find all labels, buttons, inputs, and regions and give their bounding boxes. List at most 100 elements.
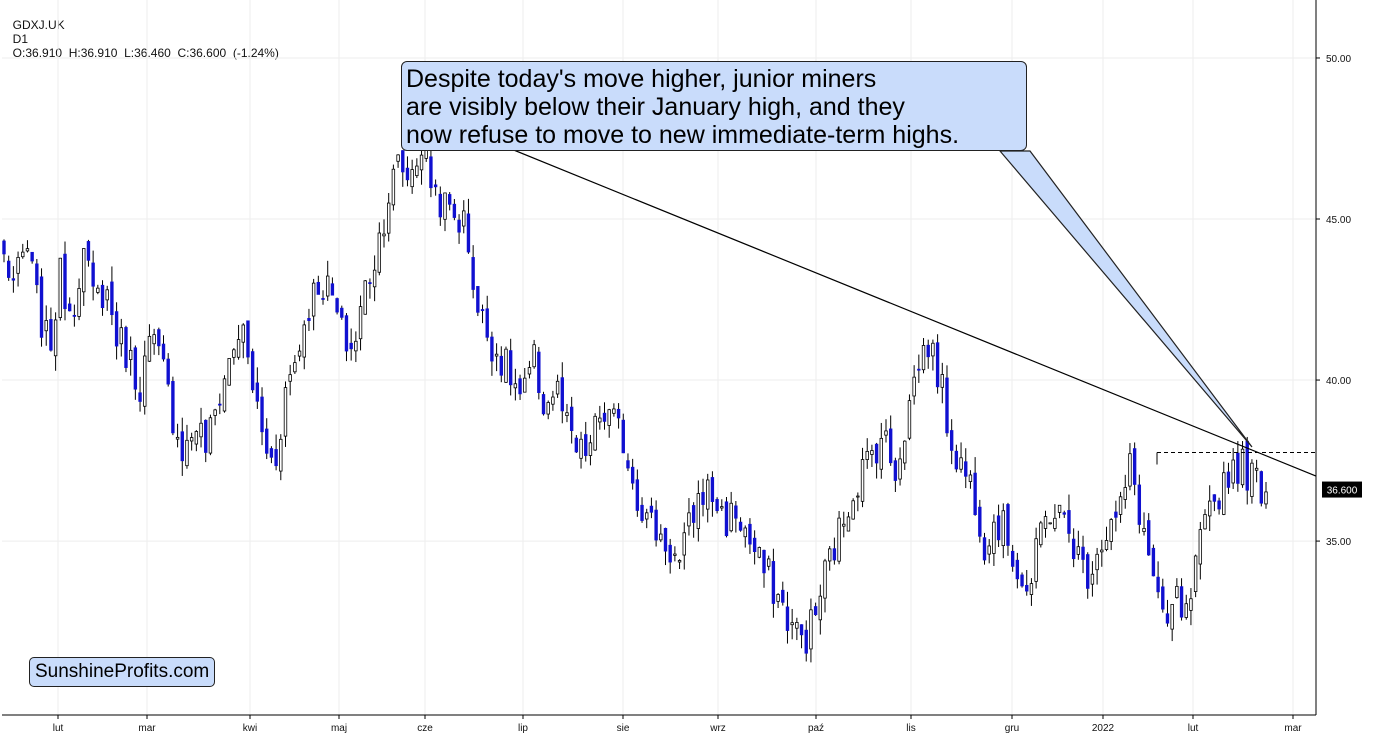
x-tick-label: kwi bbox=[243, 723, 257, 734]
candle bbox=[687, 498, 691, 536]
candle bbox=[480, 304, 485, 324]
candle-body bbox=[574, 437, 579, 453]
candle bbox=[818, 584, 823, 635]
candle bbox=[621, 413, 625, 454]
candle-body bbox=[931, 342, 935, 357]
candle bbox=[1193, 554, 1198, 598]
candle-body bbox=[612, 408, 616, 414]
candle-body bbox=[297, 350, 302, 357]
candle-body bbox=[1254, 467, 1259, 471]
candle bbox=[673, 546, 677, 562]
candle bbox=[58, 257, 62, 321]
candle bbox=[16, 251, 20, 287]
candle bbox=[668, 538, 672, 574]
candle-body bbox=[940, 374, 944, 388]
candle-body bbox=[199, 422, 203, 438]
candle-body bbox=[255, 382, 260, 402]
candle-body bbox=[621, 419, 625, 454]
candle-body bbox=[58, 257, 62, 318]
candle-body bbox=[222, 378, 227, 412]
candle-body bbox=[344, 315, 349, 352]
annotation-line-1: Despite today's move higher, junior mine… bbox=[406, 65, 877, 93]
candle bbox=[213, 408, 217, 426]
candle bbox=[316, 275, 321, 295]
candle-body bbox=[555, 380, 560, 395]
candle bbox=[879, 422, 883, 479]
annotation-line-2: are visibly below their January high, an… bbox=[406, 93, 905, 121]
candle-body bbox=[166, 358, 170, 385]
candle-body bbox=[954, 450, 959, 470]
candle-body bbox=[35, 263, 39, 286]
candle bbox=[832, 537, 837, 565]
candle bbox=[67, 297, 72, 312]
candle bbox=[494, 343, 499, 372]
candle-body bbox=[898, 458, 902, 480]
candle bbox=[828, 545, 832, 571]
candle bbox=[1123, 474, 1127, 509]
candle-body bbox=[1170, 603, 1174, 630]
axes: lut mar kwi maj cze lip sie wrz paź lis gru 2022 lut… bbox=[2, 0, 1362, 734]
candle bbox=[452, 199, 457, 221]
ohlc-readout: O:36.910 H:36.910 L:36.460 C:36.600 (-1.… bbox=[12, 46, 279, 60]
candle bbox=[293, 355, 297, 374]
candle bbox=[1015, 552, 1020, 589]
candle bbox=[260, 387, 264, 446]
candle-body bbox=[349, 342, 353, 350]
candle bbox=[813, 602, 818, 616]
candle-body bbox=[330, 283, 335, 296]
x-tick-label: 2022 bbox=[1092, 723, 1115, 734]
candle-body bbox=[523, 377, 527, 393]
x-tick-label: sie bbox=[617, 723, 630, 734]
candle-body bbox=[743, 527, 747, 538]
candle-body bbox=[7, 260, 11, 278]
annotation-line-3: now refuse to move to new immediate-term… bbox=[406, 121, 960, 149]
x-tick-label: mar bbox=[138, 723, 156, 734]
candle bbox=[1165, 599, 1170, 627]
candle-body bbox=[227, 358, 231, 386]
candle bbox=[1048, 522, 1052, 525]
candle-body bbox=[508, 350, 513, 386]
candle bbox=[457, 214, 461, 244]
candle bbox=[1222, 461, 1226, 516]
candle-body bbox=[654, 509, 658, 541]
candle-body bbox=[119, 327, 123, 345]
candle-body bbox=[1095, 553, 1099, 571]
candle-body bbox=[579, 438, 583, 459]
candle bbox=[527, 360, 532, 379]
candle bbox=[696, 480, 701, 542]
candle bbox=[335, 297, 339, 315]
candle-body bbox=[1090, 573, 1095, 585]
candle-body bbox=[870, 450, 874, 455]
candle-body bbox=[1151, 547, 1156, 577]
candle bbox=[523, 367, 527, 393]
candle bbox=[912, 365, 916, 405]
x-tick-label: maj bbox=[331, 723, 347, 734]
candle-body bbox=[1039, 522, 1043, 546]
candle-body bbox=[1100, 549, 1104, 553]
candle bbox=[344, 313, 349, 362]
candle bbox=[1217, 497, 1221, 515]
candle-body bbox=[1020, 574, 1024, 587]
candle bbox=[1226, 462, 1231, 494]
candle-body bbox=[551, 396, 555, 405]
candle-body bbox=[25, 248, 30, 252]
candle bbox=[283, 381, 288, 447]
candle-body bbox=[1217, 500, 1221, 510]
candle-body bbox=[466, 213, 471, 253]
candle-body bbox=[1142, 528, 1146, 532]
candle-body bbox=[424, 149, 428, 159]
candle-body bbox=[996, 515, 1001, 541]
candle-body bbox=[1165, 613, 1170, 624]
candle bbox=[30, 251, 34, 264]
candle-body bbox=[846, 516, 851, 532]
candle-body bbox=[175, 436, 180, 440]
candle bbox=[781, 581, 785, 606]
candle-body bbox=[180, 431, 184, 462]
candle-body bbox=[1175, 585, 1179, 598]
annotation-callout: Despite today's move higher, junior mine… bbox=[401, 61, 1027, 151]
candle-body bbox=[1104, 540, 1109, 550]
candle-body bbox=[823, 560, 827, 599]
candle-body bbox=[96, 287, 100, 293]
candle-body bbox=[39, 276, 44, 338]
candle bbox=[166, 353, 170, 387]
